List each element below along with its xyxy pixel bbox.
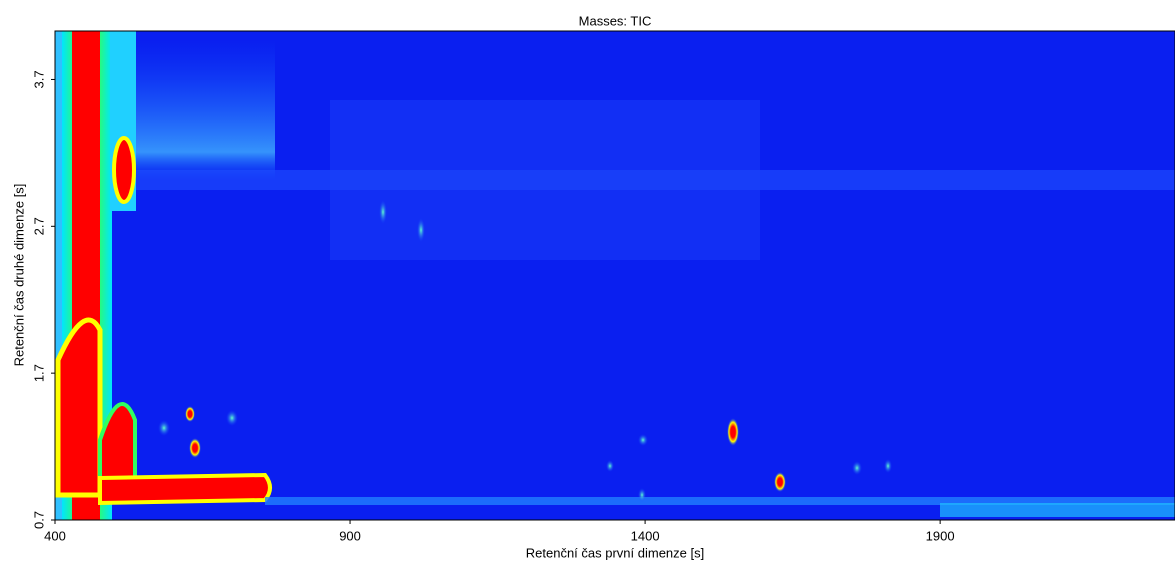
- x-tick-label: 400: [44, 528, 66, 543]
- heatmap: [55, 31, 1175, 520]
- plot-frame: [54, 30, 1175, 521]
- y-tick-label: 1.7: [31, 364, 46, 382]
- y-tick-label: 3.7: [31, 70, 46, 88]
- chart-title: Masses: TIC: [579, 13, 652, 28]
- y-tick-label: 2.7: [31, 217, 46, 235]
- y-axis-label: Retenční čas druhé dimenze [s]: [11, 184, 26, 367]
- x-tick-label: 900: [339, 528, 361, 543]
- x-tick-label: 1900: [926, 528, 955, 543]
- x-axis-label: Retenční čas první dimenze [s]: [526, 545, 704, 560]
- x-tick-label: 1400: [631, 528, 660, 543]
- y-tick-label: 0.7: [31, 511, 46, 529]
